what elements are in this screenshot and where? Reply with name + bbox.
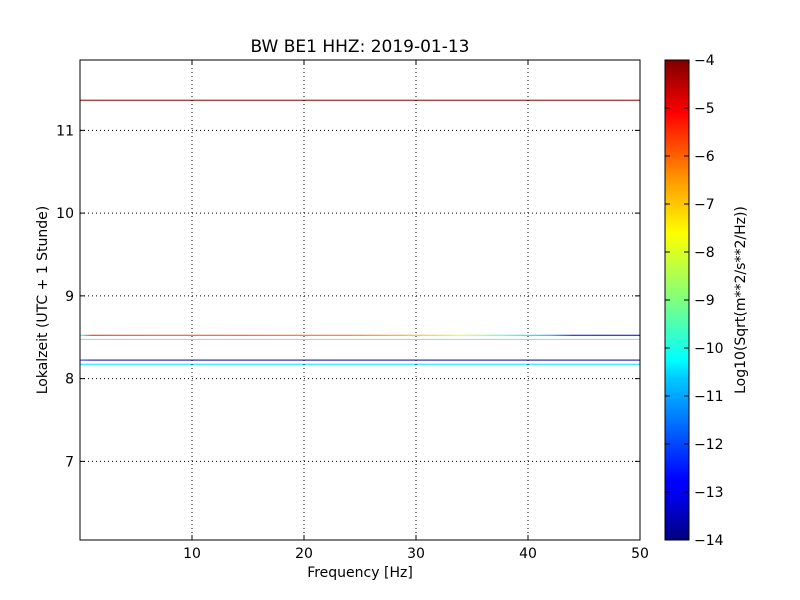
y-axis-label: Lokalzeit (UTC + 1 Stunde): [35, 206, 51, 395]
colorbar-tick-label: −4: [694, 53, 715, 69]
y-tick-label: 8: [65, 372, 74, 388]
grid-lines: [80, 60, 640, 540]
heatmap-band-1: [80, 363, 640, 365]
spectrogram-heatmap: [80, 99, 640, 365]
colorbar-tick-label: −11: [694, 389, 724, 405]
colorbar-tick-label: −5: [694, 101, 715, 117]
plot-frame: [79, 59, 641, 541]
x-axis-label: Frequency [Hz]: [307, 565, 413, 581]
x-tick-label: 50: [631, 546, 649, 562]
x-tick-label: 20: [295, 546, 313, 562]
colorbar-label: Log10(Sqrt(m**2/s**2/Hz)): [733, 206, 749, 394]
colorbar-axis: −4 −5 −6 −7 −8 −9 −10 −11 −12 −13 −14: [665, 53, 724, 549]
colorbar-tick-label: −7: [694, 197, 715, 213]
heatmap-band-5: [80, 99, 640, 101]
y-tick-label: 9: [65, 289, 74, 305]
y-tick-label: 11: [56, 123, 74, 139]
colorbar-tick-label: −6: [694, 149, 715, 165]
colorbar-tick-label: −13: [694, 485, 724, 501]
y-tick-label: 7: [65, 454, 74, 470]
x-tick-label: 10: [183, 546, 201, 562]
heatmap-band-2: [80, 359, 640, 361]
x-axis: 10 20 30 40 50: [183, 60, 649, 562]
heatmap-band-3: [80, 338, 640, 340]
colorbar-tick-label: −14: [694, 533, 724, 549]
colorbar-tick-label: −8: [694, 245, 715, 261]
y-tick-label: 10: [56, 206, 74, 222]
heatmap-band-4: [80, 334, 640, 336]
x-tick-label: 40: [519, 546, 537, 562]
colorbar-tick-label: −12: [694, 437, 724, 453]
colorbar-tick-label: −9: [694, 293, 715, 309]
y-axis: 7 8 9 10 11: [56, 123, 640, 470]
colorbar-tick-label: −10: [694, 341, 724, 357]
chart-title: BW BE1 HHZ: 2019-01-13: [250, 37, 469, 57]
x-tick-label: 30: [407, 546, 425, 562]
